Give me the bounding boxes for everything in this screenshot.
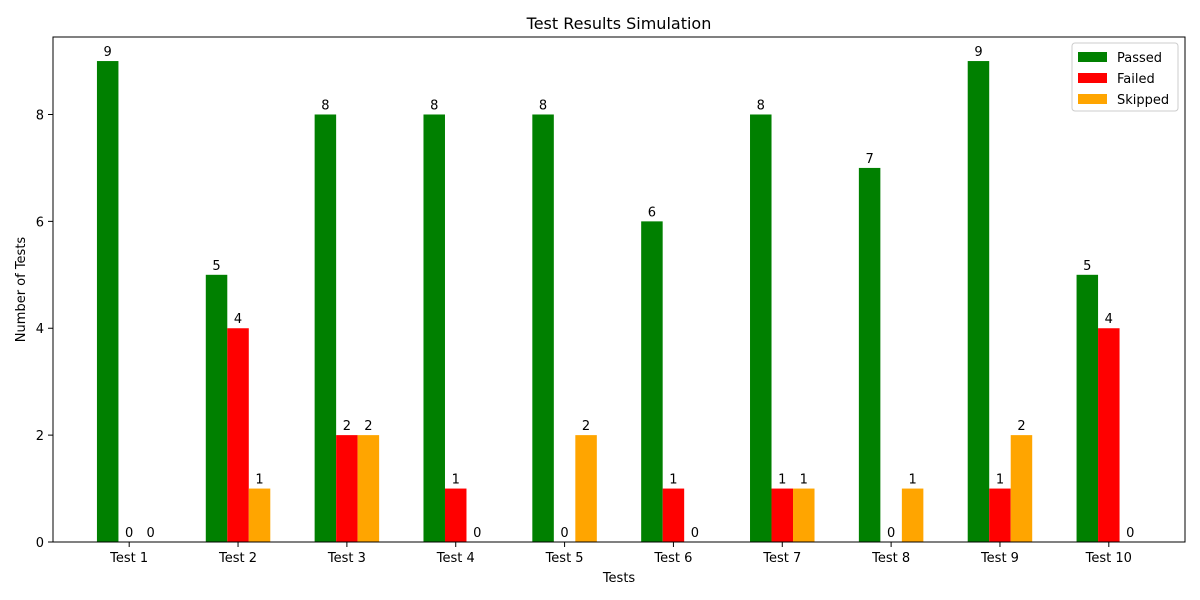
- bar-value-label: 5: [1083, 259, 1091, 274]
- legend-swatch-skipped: [1078, 94, 1107, 104]
- bar-skipped: [1010, 435, 1033, 542]
- bar-value-label: 8: [430, 98, 438, 113]
- x-tick-label: Test 4: [436, 551, 475, 566]
- bar-value-label: 1: [778, 473, 786, 488]
- legend-label-failed: Failed: [1117, 72, 1155, 87]
- bar-failed: [336, 435, 358, 542]
- bar-passed: [1076, 274, 1099, 542]
- bar-value-label: 8: [321, 98, 329, 113]
- bar-value-label: 6: [648, 205, 656, 220]
- chart-title: Test Results Simulation: [526, 14, 712, 33]
- x-tick-label: Test 5: [545, 551, 584, 566]
- bar-value-label: 8: [757, 98, 765, 113]
- legend-swatch-passed: [1078, 52, 1107, 62]
- bar-passed: [314, 114, 337, 543]
- x-tick-label: Test 7: [762, 551, 801, 566]
- bar-value-label: 0: [1126, 526, 1134, 541]
- bar-failed: [444, 488, 467, 542]
- axes-frame: [52, 36, 1186, 543]
- x-tick-label: Test 9: [980, 551, 1019, 566]
- bar-value-label: 0: [691, 526, 699, 541]
- bar-value-label: 5: [212, 259, 220, 274]
- legend-label-skipped: Skipped: [1117, 93, 1169, 108]
- bar-value-label: 9: [104, 45, 112, 60]
- y-tick-label: 0: [36, 536, 44, 551]
- bar-value-label: 0: [887, 526, 895, 541]
- x-tick-label: Test 6: [653, 551, 692, 566]
- legend-label-passed: Passed: [1117, 51, 1162, 66]
- bar-value-label: 1: [452, 473, 460, 488]
- y-tick-label: 4: [36, 322, 44, 337]
- x-tick-label: Test 2: [218, 551, 257, 566]
- bar-skipped: [901, 488, 924, 542]
- bar-passed: [858, 167, 881, 543]
- bar-skipped: [793, 488, 815, 542]
- bar-failed: [1098, 328, 1120, 542]
- bar-value-label: 1: [800, 473, 808, 488]
- bar-value-label: 4: [1105, 312, 1113, 327]
- bar-value-label: 2: [1017, 419, 1025, 434]
- bar-value-label: 1: [669, 473, 677, 488]
- bar-skipped: [357, 435, 380, 542]
- bar-value-label: 4: [234, 312, 242, 327]
- y-axis-label: Number of Tests: [14, 237, 29, 343]
- bar-value-label: 2: [343, 419, 351, 434]
- bar-value-label: 0: [560, 526, 568, 541]
- bar-skipped: [575, 435, 597, 542]
- y-tick-label: 8: [36, 108, 44, 123]
- x-tick-label: Test 3: [327, 551, 366, 566]
- series-passed: 9 5 8 8 8 6 8 7 9 5: [96, 45, 1099, 543]
- x-axis-label: Tests: [602, 571, 636, 586]
- bar-value-label: 8: [539, 98, 547, 113]
- bar-skipped: [248, 488, 271, 542]
- bar-passed: [967, 61, 990, 543]
- bar-value-label: 0: [125, 526, 133, 541]
- bar-value-label: 2: [582, 419, 590, 434]
- bar-value-label: 0: [473, 526, 481, 541]
- legend: Passed Failed Skipped: [1071, 42, 1179, 112]
- x-tick-label: Test 8: [871, 551, 910, 566]
- bar-value-label: 7: [865, 152, 873, 167]
- bar-failed: [662, 488, 685, 542]
- bar-passed: [750, 114, 772, 543]
- y-tick-label: 6: [36, 215, 44, 230]
- x-tick-label: Test 1: [109, 551, 148, 566]
- bar-failed: [771, 488, 794, 542]
- bar-failed: [989, 488, 1011, 542]
- bar-passed: [641, 221, 663, 542]
- x-tick-label: Test 10: [1085, 551, 1132, 566]
- bar-value-label: 0: [147, 526, 155, 541]
- bar-passed: [205, 274, 228, 542]
- y-tick-label: 2: [36, 429, 44, 444]
- bar-passed: [532, 114, 554, 543]
- legend-swatch-failed: [1078, 73, 1107, 83]
- bar-value-label: 2: [364, 419, 372, 434]
- bar-passed: [96, 61, 119, 543]
- bar-value-label: 1: [996, 473, 1004, 488]
- bar-failed: [227, 328, 249, 542]
- bar-value-label: 1: [908, 473, 916, 488]
- bar-value-label: 9: [974, 45, 982, 60]
- bar-value-label: 1: [255, 473, 263, 488]
- bar-passed: [423, 114, 445, 543]
